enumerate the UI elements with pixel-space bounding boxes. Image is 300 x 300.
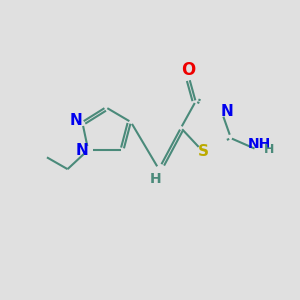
Text: O: O xyxy=(181,61,195,80)
Text: H: H xyxy=(149,172,161,186)
Text: NH: NH xyxy=(248,137,272,151)
Text: N: N xyxy=(220,104,233,119)
Text: H: H xyxy=(263,142,274,156)
Text: N: N xyxy=(69,113,82,128)
Text: S: S xyxy=(197,144,208,159)
Text: N: N xyxy=(75,143,88,158)
